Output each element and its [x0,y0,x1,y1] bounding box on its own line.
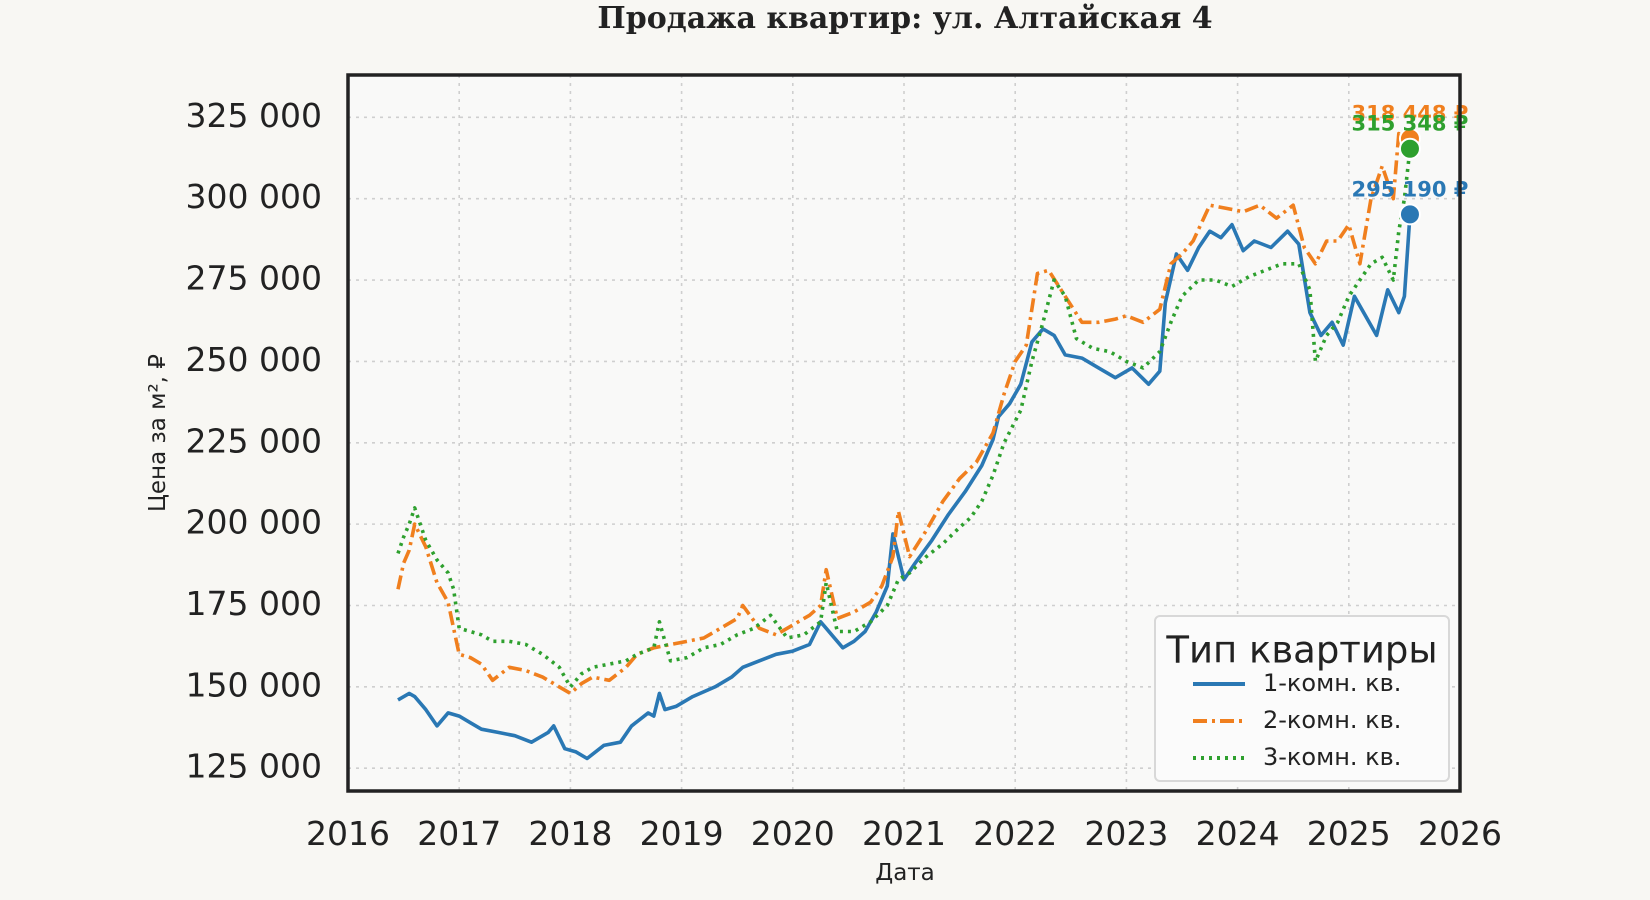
y-tick-label: 200 000 [186,503,322,542]
y-tick-label: 125 000 [186,747,322,786]
plot-frame [346,73,1462,793]
legend-label-2: 2-комн. кв. [1263,706,1401,734]
x-tick-label: 2025 [1307,814,1391,853]
x-tick-label: 2017 [417,814,501,853]
series-line-1 [397,214,1412,761]
y-tick-label: 250 000 [186,340,322,379]
legend-label-1: 1-комн. кв. [1263,669,1401,697]
legend: Тип квартиры 1-комн. кв. 2-комн. кв. 3-ком… [1154,615,1450,782]
annotations: 295 190 ₽ 318 448 ₽315 348 ₽ [1352,102,1469,226]
y-tick-label: 225 000 [186,421,322,460]
series-line-2 [396,131,1412,696]
legend-title: Тип квартиры [1165,629,1437,672]
x-tick-label: 2024 [1196,814,1280,853]
legend-items: 1-комн. кв. 2-комн. кв. 3-комн. кв. [1193,669,1401,771]
grid [347,75,1461,791]
x-tick-label: 2026 [1418,814,1502,853]
x-tick-label: 2021 [862,814,946,853]
y-tick-label: 325 000 [186,96,322,135]
chart-title: Продажа квартир: ул. Алтайская 4 [597,1,1212,36]
x-tick-labels: 2016 2017 2018 2019 2020 2021 2022 2023 2024 2025… [306,814,1502,853]
legend-box [1154,615,1450,782]
x-tick-label: 2016 [306,814,390,853]
series-lines [396,131,1412,761]
last-value-label: 295 190 ₽ [1352,177,1469,201]
y-tick-label: 175 000 [186,584,322,623]
y-axis-label: Цена за м², ₽ [145,354,171,512]
y-tick-label: 300 000 [186,177,322,216]
x-tick-label: 2018 [528,814,612,853]
x-axis-label: Дата [875,860,935,886]
legend-label-3: 3-комн. кв. [1263,743,1401,771]
last-value-label: 318 448 ₽ [1352,102,1469,126]
x-tick-label: 2022 [973,814,1057,853]
x-tick-label: 2019 [640,814,724,853]
last-point-marker-1 [1398,203,1421,226]
y-tick-label: 275 000 [186,259,322,298]
last-value-label: 315 348 ₽ [1352,112,1469,136]
x-tick-label: 2020 [751,814,835,853]
last-point-marker-3 [1398,137,1421,160]
y-tick-label: 150 000 [186,665,322,704]
x-tick-label: 2023 [1084,814,1168,853]
y-tick-labels: 125 000 150 000 175 000 200 000 225 000 250 0… [186,96,322,786]
